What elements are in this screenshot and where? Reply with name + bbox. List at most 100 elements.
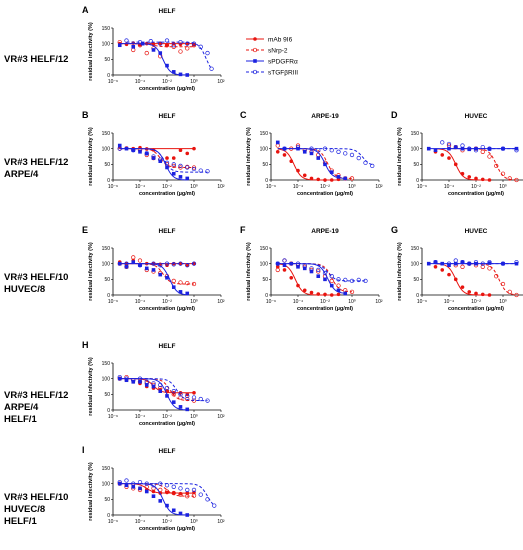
y-axis-label: residual infectivity (%) [88,242,94,301]
data-point [433,148,438,153]
x-tick-label: 10² [375,184,383,190]
legend-label-3: sPDGFRα [268,58,298,65]
chart-panel-c: C ARPE-19 0 50 100 150 10⁻⁶ 10⁻⁴ 10⁻² 10⁰ 10² conce… [240,110,383,197]
y-axis-label: residual infectivity (%) [246,242,252,301]
data-point [178,261,183,266]
x-tick-label: 10² [217,414,225,420]
data-point [336,149,341,154]
panel-title: HUVEC [465,113,488,120]
data-point [131,148,136,153]
y-tick-label: 150 [102,131,111,137]
data-point [282,153,287,157]
data-point [349,176,355,181]
data-point [209,66,214,71]
data-point [171,262,176,267]
x-tick-label: 10⁻² [162,519,172,525]
legend-marker-4 [252,69,258,75]
data-point [131,378,136,383]
x-axis-label: concentration (µg/ml) [139,421,195,427]
data-point [336,288,341,293]
panel-title: HELF [159,8,176,15]
data-point [137,258,143,263]
x-tick-label: 10⁰ [348,184,356,190]
data-point [151,489,156,494]
fit-curve-4 [126,41,212,70]
data-point [151,486,156,491]
data-point [507,176,512,181]
data-point [275,140,280,145]
data-point [138,380,142,384]
chart-panel-e: E HELF 0 50 100 150 10⁻⁶ 10⁻⁴ 10⁻² 10⁰ 10² concentr… [82,225,225,312]
data-point [460,143,465,148]
data-point [336,277,341,282]
legend: mAb 9I6 sNrp-2 sPDGFRα sTGFβRIII [246,36,298,76]
data-point [191,165,197,170]
x-tick-label: 10⁻⁶ [108,519,118,525]
data-point [185,513,190,517]
data-point [171,508,176,513]
chart-panel-i: I HELF 0 50 100 150 10⁻⁶ 10⁻⁴ 10⁻² 10⁰ 10² concentr… [82,445,225,532]
data-point [295,144,301,150]
data-point [309,151,314,156]
data-point [453,162,458,167]
data-point [144,151,149,156]
data-point [322,146,328,151]
data-point [349,278,355,284]
data-point [205,169,210,174]
data-point [192,390,196,395]
panel-letter: E [82,225,88,235]
data-point [185,291,190,296]
data-point [171,162,176,167]
data-point [296,265,300,269]
data-point [316,292,321,296]
data-point [191,493,197,498]
data-point [178,261,183,266]
data-point [171,43,176,48]
data-point [198,492,203,497]
data-point [178,39,183,45]
data-point [309,146,314,151]
data-point [316,148,321,153]
data-point [178,175,183,179]
data-point [185,396,190,402]
y-tick-label: 100 [102,261,111,267]
x-tick-label: 10⁻⁶ [266,184,276,190]
fit-curve-4 [284,148,373,166]
row-label-line: ARPE/4 [4,402,39,413]
data-point [480,264,485,269]
data-point [117,146,122,151]
data-point [487,154,492,159]
y-axis-label: residual infectivity (%) [397,242,403,301]
data-point [171,392,176,397]
data-point [343,277,348,283]
x-tick-label: 10⁻⁶ [108,184,118,190]
legend-label-1: mAb 9I6 [268,36,293,43]
y-tick-label: 150 [102,246,111,252]
data-point [117,479,122,485]
data-point [138,486,142,491]
data-point [165,503,169,508]
y-tick-label: 0 [265,178,268,184]
y-tick-label: 0 [107,178,110,184]
chart-panel-d: DHUVEC05010015010⁻⁶10⁻⁴10⁻²10⁰10²concent… [391,110,523,197]
fit-curve-2 [119,483,194,497]
data-point [124,38,129,43]
data-point [467,146,472,151]
data-point [164,38,170,43]
row-label-line: ARPE/4 [4,169,39,180]
data-point [165,43,169,47]
data-point [487,178,492,182]
data-point [178,392,183,397]
fit-curve-3 [119,483,188,516]
data-point [343,291,348,296]
data-point [440,140,445,145]
data-point [487,266,492,271]
y-axis-label: residual infectivity (%) [246,127,252,186]
x-axis-label: concentration (µg/ml) [448,306,504,312]
x-tick-label: 10⁻⁶ [108,414,118,420]
data-point [426,146,431,151]
data-point [329,148,334,153]
x-tick-label: 10⁻⁶ [266,299,276,305]
fit-curve-2 [455,263,517,296]
